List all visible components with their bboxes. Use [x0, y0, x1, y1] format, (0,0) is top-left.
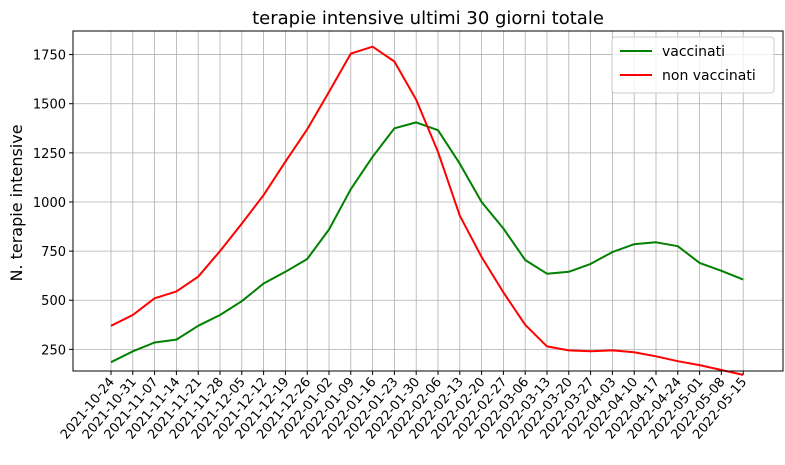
- legend-box: [611, 36, 775, 94]
- legend-label-vaccinati: vaccinati: [662, 44, 725, 60]
- y-tick-label: 1750: [33, 49, 66, 64]
- y-tick-label: 750: [41, 245, 66, 260]
- legend: vaccinati non vaccinati: [611, 36, 775, 94]
- legend-label-non-vaccinati: non vaccinati: [662, 68, 756, 84]
- grid: [73, 31, 783, 371]
- y-tick-label: 500: [41, 294, 66, 309]
- y-axis: 250 500 750 1000 1250 1500 1750: [33, 49, 73, 358]
- y-axis-label: N. terapie intensive: [7, 124, 26, 281]
- y-tick-label: 1250: [33, 147, 66, 162]
- series-lines: [110, 45, 744, 376]
- y-tick-label: 250: [41, 343, 66, 358]
- y-tick-label: 1000: [33, 196, 66, 211]
- y-tick-label: 1500: [33, 98, 66, 113]
- series-line-non-vaccinati: [110, 45, 744, 376]
- plot-frame: [72, 30, 784, 372]
- chart-title: terapie intensive ultimi 30 giorni total…: [252, 8, 604, 29]
